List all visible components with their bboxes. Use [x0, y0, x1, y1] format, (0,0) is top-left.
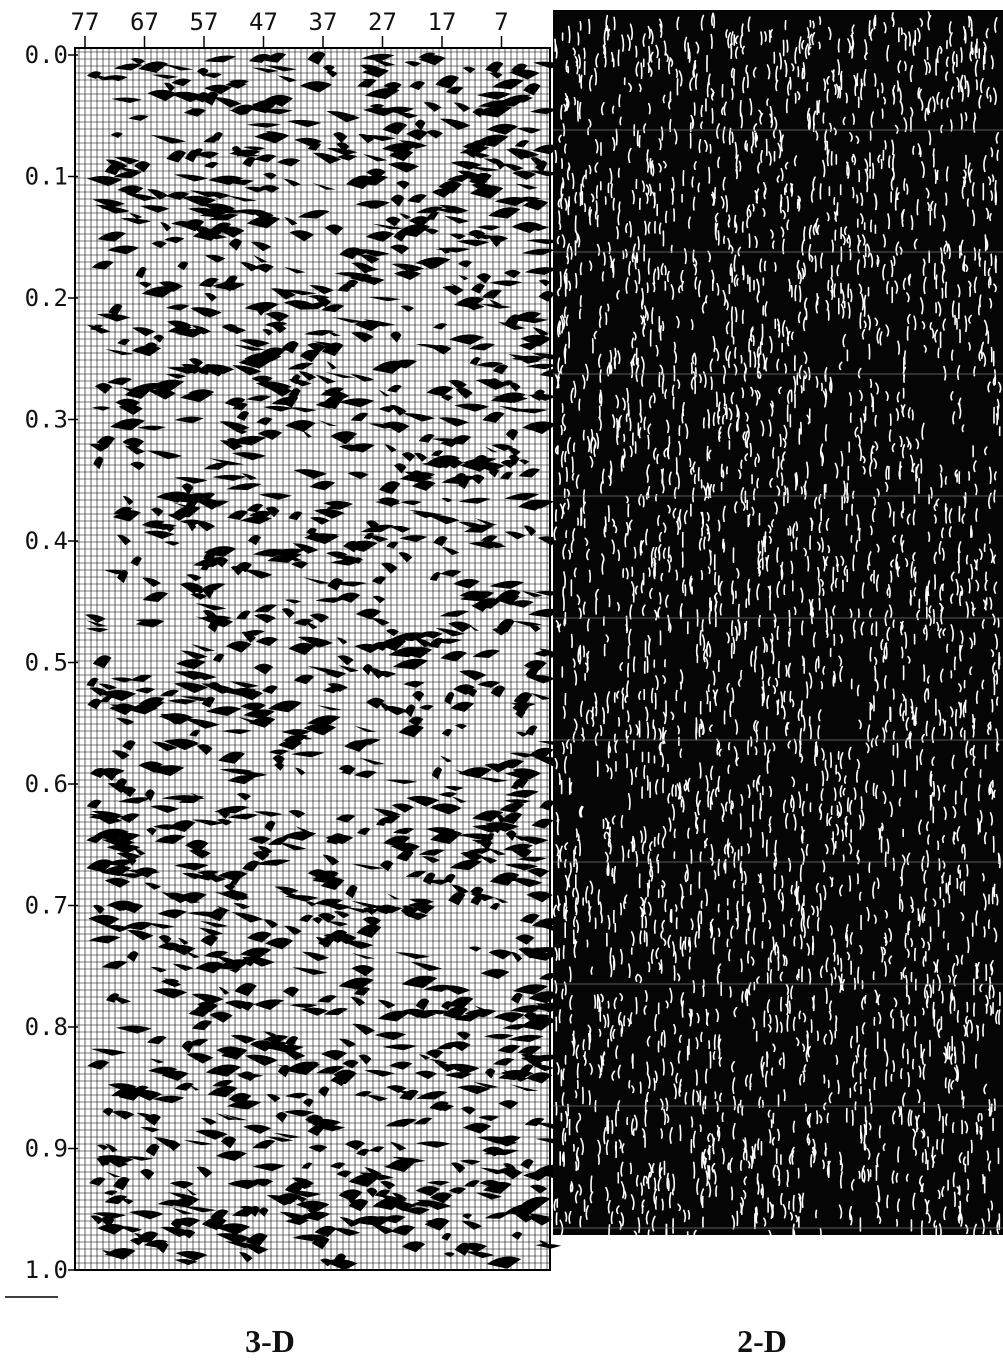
top-tick-label: 77	[71, 8, 100, 36]
panel-3d-traces	[75, 48, 569, 1271]
panel-2d-frame	[553, 10, 1003, 1235]
left-tick-label: 1.0	[25, 1256, 68, 1284]
top-tick-label: 67	[130, 8, 159, 36]
top-tick-label: 37	[309, 8, 338, 36]
top-tick-label: 27	[368, 8, 397, 36]
top-tick-label: 47	[249, 8, 278, 36]
caption-2d: 2-D	[737, 1323, 787, 1359]
panel-2d-traces	[552, 11, 1003, 1248]
left-tick-label: 0.8	[25, 1013, 68, 1041]
top-tick-label: 57	[190, 8, 219, 36]
left-tick-label: 0.0	[25, 41, 68, 69]
left-tick-label: 0.7	[25, 892, 68, 920]
left-tick-label: 0.1	[25, 163, 68, 191]
left-tick-label: 0.5	[25, 649, 68, 677]
left-tick-label: 0.3	[25, 406, 68, 434]
left-tick-label: 0.2	[25, 284, 68, 312]
left-tick-label: 0.4	[25, 527, 68, 555]
caption-3d: 3-D	[245, 1323, 295, 1359]
top-tick-label: 17	[428, 8, 457, 36]
left-tick-label: 0.6	[25, 770, 68, 798]
trace-streaks	[552, 11, 1002, 1248]
top-tick-label: 7	[494, 8, 508, 36]
left-tick-label: 0.9	[25, 1135, 68, 1163]
time-lines	[553, 129, 1003, 1229]
trace-wiggles	[85, 51, 569, 1271]
